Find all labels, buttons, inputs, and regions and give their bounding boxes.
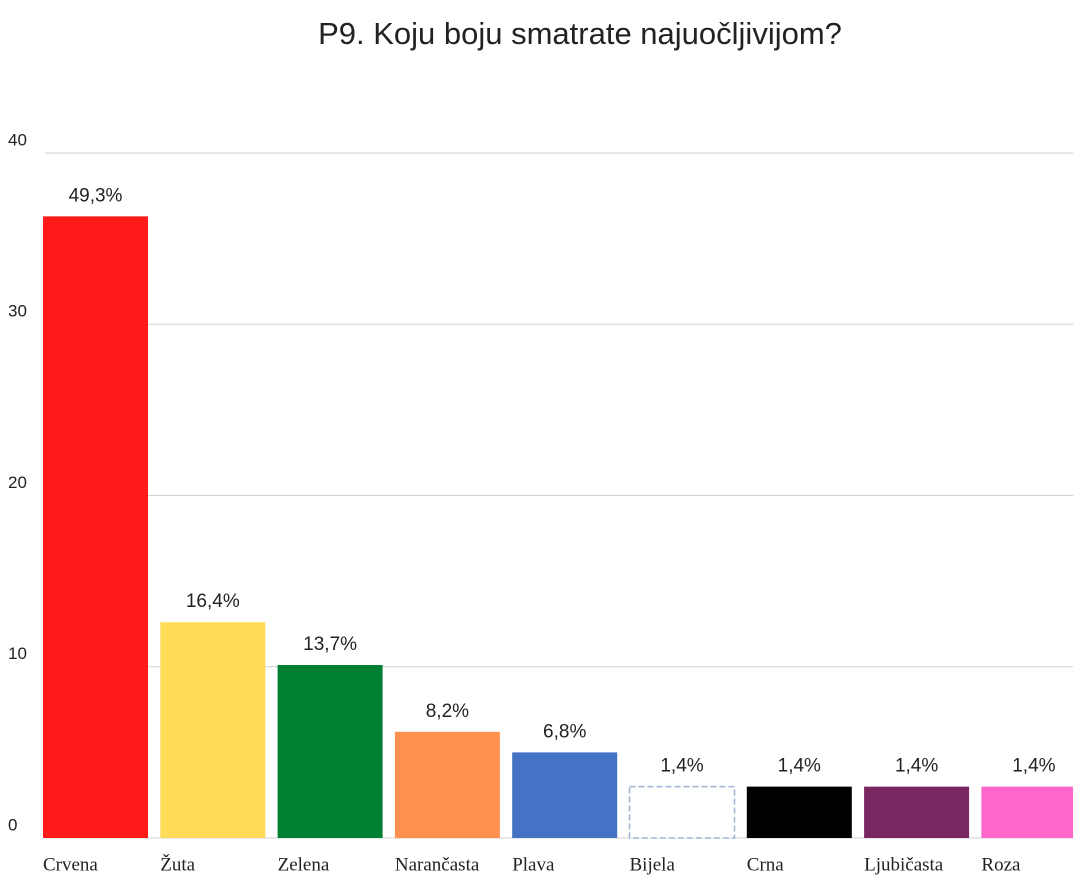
bar (746, 786, 852, 838)
x-tick-label: Bijela (630, 854, 676, 875)
bar (512, 752, 618, 838)
value-label: 1,4% (1012, 756, 1055, 777)
x-tick-label: Roza (981, 854, 1021, 875)
x-tick-label: Žuta (160, 853, 195, 875)
bar (160, 622, 266, 838)
bar (981, 786, 1073, 838)
value-label: 16,4% (186, 591, 240, 612)
value-label: 1,4% (660, 756, 703, 777)
x-tick-label: Zelena (278, 854, 330, 875)
x-tick-label: Narančasta (395, 854, 480, 875)
x-tick-label: Crvena (43, 854, 98, 875)
value-label: 6,8% (543, 721, 586, 742)
y-tick-label: 40 (8, 130, 27, 149)
bar (43, 216, 148, 839)
bar (394, 731, 500, 838)
chart-title: P9. Koju boju smatrate najuočljivijom? (318, 16, 842, 51)
value-label: 1,4% (895, 756, 938, 777)
x-tick-label: Ljubičasta (864, 854, 944, 875)
bar (864, 786, 970, 838)
x-tick-label: Plava (512, 854, 555, 875)
y-tick-label: 10 (8, 644, 27, 663)
bar (277, 665, 383, 838)
bar (628, 785, 736, 839)
value-label: 8,2% (426, 701, 469, 722)
y-tick-label: 20 (8, 473, 27, 492)
x-tick-label: Crna (747, 854, 785, 875)
y-tick-label: 0 (8, 815, 17, 834)
value-label: 13,7% (303, 634, 357, 655)
value-label: 1,4% (778, 756, 821, 777)
y-tick-label: 30 (8, 302, 27, 321)
value-label: 49,3% (69, 185, 123, 206)
